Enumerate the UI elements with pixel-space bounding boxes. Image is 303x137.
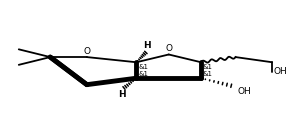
Text: &1: &1: [138, 71, 148, 77]
Text: &1: &1: [138, 64, 148, 70]
Text: O: O: [83, 47, 90, 56]
Text: &1: &1: [203, 71, 213, 77]
Text: OH: OH: [237, 87, 251, 96]
Text: H: H: [118, 90, 126, 99]
Text: H: H: [143, 41, 151, 50]
Text: O: O: [165, 44, 172, 53]
Text: OH: OH: [274, 67, 288, 76]
Text: &1: &1: [203, 64, 213, 70]
